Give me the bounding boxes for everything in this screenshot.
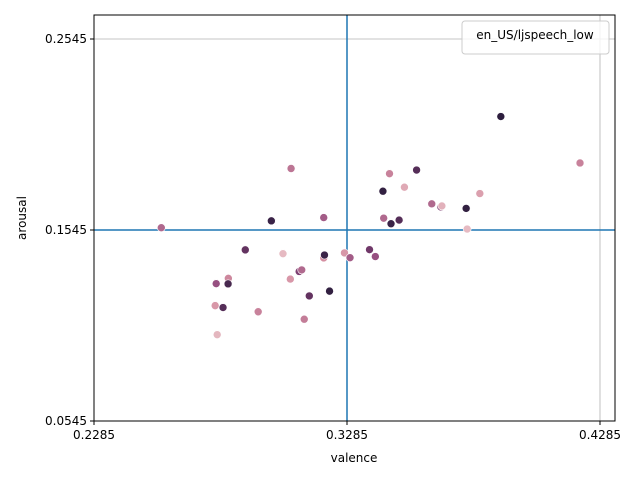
legend-title: en_US/ljspeech_low <box>476 28 594 42</box>
scatter-point <box>412 165 421 175</box>
scatter-point <box>278 249 288 258</box>
reference-lines <box>94 15 615 421</box>
axis-ticks: 0.2285 0.3285 0.4285 0.0545 0.1545 0.2545 <box>45 32 621 442</box>
scatter-point <box>212 330 222 339</box>
scatter-point <box>286 274 295 284</box>
scatter-point <box>437 201 447 211</box>
scatter-point <box>379 213 388 223</box>
scatter-point <box>267 216 276 226</box>
scatter-point <box>211 279 221 288</box>
scatter-point <box>345 253 355 262</box>
scatter-point <box>286 164 296 173</box>
scatter-point <box>297 265 307 275</box>
scatter-point <box>305 291 314 301</box>
scatter-point <box>223 279 233 289</box>
scatter-point <box>378 186 388 196</box>
data-points <box>156 112 585 339</box>
scatter-point <box>496 112 506 121</box>
scatter-point <box>320 250 329 260</box>
y-tick-label: 0.2545 <box>45 32 87 46</box>
x-axis-label: valence <box>331 451 378 465</box>
scatter-point <box>371 252 380 261</box>
scatter-point <box>475 189 485 198</box>
scatter-point <box>394 215 404 225</box>
scatter-point <box>462 224 472 234</box>
scatter-point <box>319 213 329 222</box>
scatter-point <box>299 314 309 324</box>
scatter-point <box>386 219 396 228</box>
scatter-point <box>385 169 394 178</box>
scatter-point <box>400 182 409 192</box>
y-tick-label: 0.1545 <box>45 223 87 237</box>
scatter-point <box>240 245 250 255</box>
legend: en_US/ljspeech_low <box>461 20 610 55</box>
y-tick-label: 0.0545 <box>45 414 87 428</box>
y-axis-label: arousal <box>15 196 29 240</box>
scatter-point <box>461 204 471 213</box>
scatter-point <box>575 158 585 168</box>
legend-box <box>461 20 610 55</box>
scatter-point <box>325 286 334 296</box>
scatter-point <box>427 199 437 209</box>
x-tick-label: 0.3285 <box>326 428 368 442</box>
plot-frame <box>93 14 616 422</box>
scatter-point <box>210 301 220 310</box>
scatter-point <box>156 223 166 233</box>
x-tick-label: 0.4285 <box>579 428 621 442</box>
scatter-point <box>253 307 263 317</box>
scatter-point <box>218 303 228 312</box>
grid-layer <box>93 15 615 422</box>
x-tick-label: 0.2285 <box>73 428 115 442</box>
scatter-point <box>365 245 374 254</box>
scatter-point <box>340 248 349 258</box>
